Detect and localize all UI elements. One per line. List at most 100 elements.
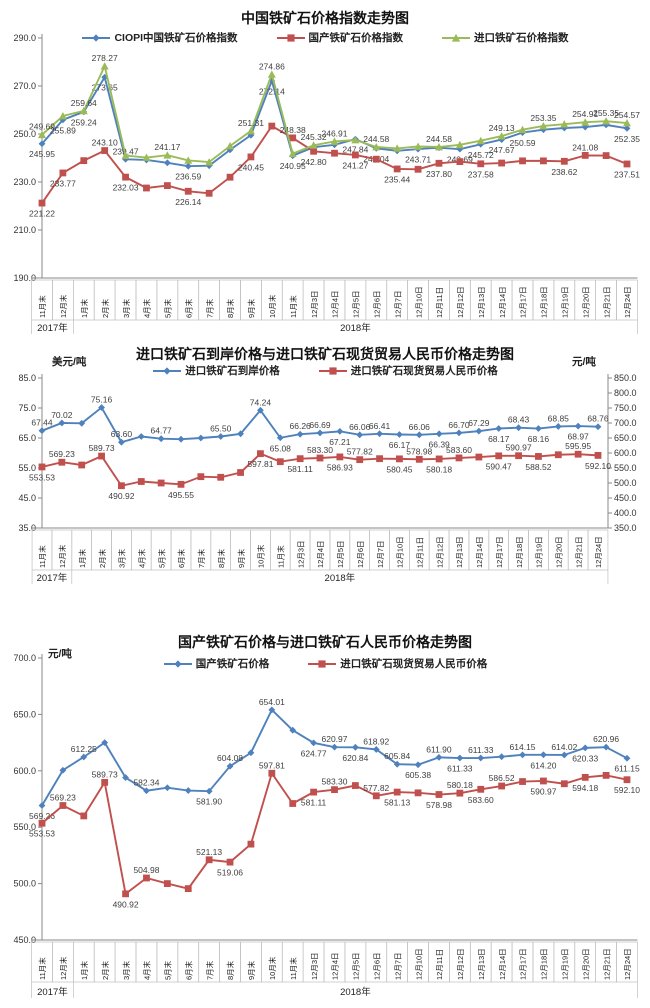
x-tick-label: 9月末 (246, 298, 256, 318)
data-label: 583.30 (322, 777, 348, 787)
diamond-marker (393, 760, 401, 768)
triangle-marker (163, 151, 172, 159)
y-tick-label-right: 550.0 (614, 463, 637, 473)
diamond-marker (197, 434, 205, 442)
data-label: 243.71 (405, 155, 431, 165)
diamond-marker (372, 746, 380, 753)
y-tick-label: 550.0 (13, 822, 36, 832)
x-tick-label: 12月19日 (561, 948, 570, 980)
chart-import-legend: 进口铁矿石到岸价格 进口铁矿石现货贸易人民币价格 (0, 363, 650, 378)
square-marker (38, 463, 46, 471)
data-label: 75.16 (91, 395, 113, 405)
data-label: 597.81 (247, 459, 273, 469)
diamond-marker (554, 423, 562, 430)
x-axis-year-row: 2017年 2018年 (31, 320, 638, 334)
x-tick-label: 12月10日 (396, 536, 405, 568)
data-label: 272.14 (259, 86, 285, 96)
triangle-marker (79, 106, 88, 115)
data-label: 66.70 (448, 420, 470, 430)
left-y-axis: 85.0 75.0 65.0 55.0 45.0 35.0 (18, 373, 43, 533)
legend-item: 国产铁矿石价格 (163, 656, 269, 671)
data-label: 65.08 (270, 443, 292, 453)
diamond-marker (217, 433, 225, 440)
diamond-marker (143, 787, 150, 795)
data-label: 249.69 (29, 122, 55, 132)
data-label: 521.13 (196, 847, 222, 857)
data-label: 240.45 (238, 162, 264, 172)
x-tick-label: 11月末 (37, 957, 47, 980)
x-tick-label: 12月19日 (561, 286, 570, 318)
x-tick-label: 12月24日 (623, 286, 632, 318)
square-marker (351, 782, 359, 789)
square-marker (289, 800, 297, 807)
x-tick-label: 12月末 (58, 956, 68, 980)
data-label: 66.06 (349, 422, 371, 432)
square-marker (477, 785, 485, 793)
square-marker (331, 786, 338, 794)
data-label: 236.59 (175, 172, 201, 182)
triangle-marker (267, 70, 276, 78)
square-marker (310, 788, 318, 796)
legend-label: CIOPI中国铁矿石价格指数 (114, 32, 238, 44)
x-tick-label: 12月3日 (310, 290, 319, 318)
data-label: 70.02 (51, 410, 73, 420)
diamond-marker (336, 427, 344, 435)
y-tick-label: 600.0 (13, 766, 36, 776)
diamond-marker (80, 753, 88, 761)
square-marker (456, 789, 464, 797)
y-tick-label-right: 450.0 (614, 493, 637, 503)
triangle-marker (393, 144, 402, 152)
triangle-marker (351, 136, 360, 144)
square-marker (540, 157, 547, 165)
x-tick-label: 12月末 (57, 544, 67, 568)
diamond-marker (237, 430, 244, 438)
x-tick-label: 11月末 (288, 295, 298, 318)
triangle-marker (518, 125, 527, 134)
data-label: 583.60 (446, 445, 472, 455)
square-marker (318, 659, 326, 668)
square-marker (163, 182, 171, 189)
data-label: 244.58 (426, 134, 452, 144)
data-label: 611.33 (447, 764, 473, 774)
series-进口铁矿石现货贸易人民币价格: 553.53 569.23 589.73 490.92 504.98 521.13 519.… (29, 760, 640, 909)
x-tick-label: 12月20日 (581, 948, 590, 980)
triangle-marker (434, 143, 443, 151)
legend-diamond-icon (153, 366, 182, 375)
diamond-marker (415, 431, 423, 439)
data-label: 237.80 (426, 169, 452, 179)
data-label: 240.95 (280, 161, 306, 171)
data-label: 583.60 (468, 795, 494, 805)
data-label: 233.77 (50, 178, 76, 188)
triangle-marker (560, 120, 569, 128)
x-tick-label: 1月末 (77, 548, 87, 568)
data-label: 66.06 (409, 422, 431, 432)
data-label: 580.45 (386, 464, 412, 474)
legend-square-icon (318, 366, 347, 375)
legend-square-icon (276, 33, 305, 42)
data-label: 618.92 (363, 736, 389, 746)
square-marker (554, 451, 562, 459)
data-label: 254.57 (614, 110, 640, 120)
square-marker (98, 452, 105, 460)
diamond-marker (184, 787, 192, 794)
triangle-marker (142, 153, 151, 161)
diamond-marker (226, 762, 234, 770)
diamond-marker (498, 753, 506, 761)
data-label: 620.96 (593, 734, 619, 744)
square-marker (59, 802, 67, 809)
square-marker (101, 778, 109, 786)
triangle-marker (372, 143, 381, 151)
x-tick-label: 3月末 (117, 548, 127, 568)
square-marker (118, 482, 125, 490)
diamond-marker (581, 744, 589, 752)
square-marker (331, 149, 338, 157)
x-tick-label: 9月末 (236, 548, 246, 568)
data-label: 243.10 (92, 138, 118, 148)
data-label: 569.23 (49, 449, 75, 459)
square-marker (498, 782, 506, 790)
data-label: 255.89 (50, 125, 76, 135)
diamond-marker (38, 427, 46, 435)
x-tick-label: 12月17日 (519, 286, 528, 318)
diamond-marker (477, 140, 485, 148)
